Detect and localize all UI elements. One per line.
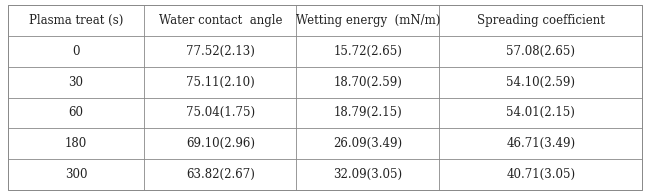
Text: 60: 60	[68, 106, 83, 119]
Text: 32.09(3.05): 32.09(3.05)	[333, 168, 402, 181]
Text: 18.79(2.15): 18.79(2.15)	[333, 106, 402, 119]
Text: 75.04(1.75): 75.04(1.75)	[186, 106, 255, 119]
Text: 46.71(3.49): 46.71(3.49)	[506, 137, 575, 150]
Text: 18.70(2.59): 18.70(2.59)	[333, 76, 402, 89]
Text: 57.08(2.65): 57.08(2.65)	[506, 45, 575, 58]
Text: 300: 300	[65, 168, 87, 181]
Text: 180: 180	[65, 137, 87, 150]
Text: 0: 0	[72, 45, 80, 58]
Text: 15.72(2.65): 15.72(2.65)	[333, 45, 402, 58]
Text: 63.82(2.67): 63.82(2.67)	[186, 168, 255, 181]
Text: 75.11(2.10): 75.11(2.10)	[186, 76, 255, 89]
Text: 69.10(2.96): 69.10(2.96)	[186, 137, 255, 150]
Text: Wetting energy  (mN/m): Wetting energy (mN/m)	[296, 14, 440, 27]
Text: 30: 30	[68, 76, 83, 89]
Text: 77.52(2.13): 77.52(2.13)	[186, 45, 255, 58]
Text: 54.01(2.15): 54.01(2.15)	[506, 106, 575, 119]
Text: Water contact  angle: Water contact angle	[159, 14, 282, 27]
Text: Plasma treat (s): Plasma treat (s)	[29, 14, 124, 27]
Text: 54.10(2.59): 54.10(2.59)	[506, 76, 575, 89]
Text: 40.71(3.05): 40.71(3.05)	[506, 168, 575, 181]
Text: 26.09(3.49): 26.09(3.49)	[333, 137, 402, 150]
Text: Spreading coefficient: Spreading coefficient	[476, 14, 604, 27]
